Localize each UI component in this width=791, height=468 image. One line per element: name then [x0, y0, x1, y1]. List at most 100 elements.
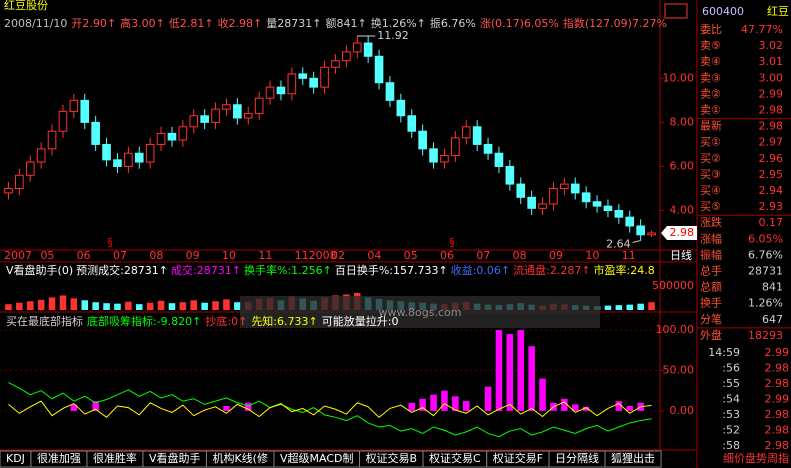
x-tick-label: 112008	[295, 249, 337, 262]
indicator-bar	[244, 402, 252, 411]
indicator-bar	[484, 386, 492, 411]
tab-label[interactable]: 机构K线(修	[212, 451, 268, 465]
x-tick-label: 11	[258, 249, 272, 262]
trade-price: 2.98	[765, 377, 790, 390]
quote-value: 2.98	[759, 104, 784, 117]
volume-bar	[168, 303, 176, 310]
candle-body	[472, 126, 482, 145]
quote-value: 2.98	[759, 120, 784, 133]
quote-label: 买②	[700, 152, 721, 165]
tab-label[interactable]: 很准胜率	[93, 451, 137, 465]
quote-label: 卖①	[700, 104, 721, 117]
tab-label[interactable]: 权证交易B	[365, 451, 417, 465]
y-tick-label: 500000	[652, 279, 694, 292]
candle-body	[451, 137, 460, 156]
candle-body	[25, 161, 35, 176]
legend-item: 量28731↑	[266, 17, 321, 30]
candle-body	[4, 188, 13, 194]
legend-item: 振6.76%	[430, 16, 476, 30]
legend-item: 涨(0.17)6.05%	[480, 17, 559, 30]
quote-label: 卖⑤	[700, 39, 721, 52]
candle-body	[538, 203, 547, 209]
y-tick-label: 100.00	[656, 323, 695, 336]
candle-body	[363, 42, 373, 57]
x-tick-label: 09	[186, 249, 200, 262]
candle-body	[189, 115, 199, 128]
indicator-bar	[528, 346, 535, 411]
stock-title: 红豆股份	[4, 0, 48, 12]
candle-body	[287, 73, 297, 95]
min-label: 2.64	[606, 238, 631, 251]
quote-value: 3.01	[759, 55, 784, 68]
y-tick-label: 8.00	[670, 115, 695, 128]
quote-value: 28731	[748, 265, 783, 278]
window-button[interactable]	[664, 3, 688, 19]
candle-body	[156, 132, 166, 145]
candle-body	[243, 113, 253, 119]
tab-label[interactable]: KDJ	[6, 452, 25, 465]
volume-bar	[5, 304, 12, 310]
quote-label: 委比	[700, 23, 722, 36]
tab-label[interactable]: 日分隔线	[555, 451, 599, 465]
trade-time: :55	[722, 377, 740, 390]
indicator-bar	[571, 404, 579, 411]
tab-label[interactable]: V超级MACD制	[280, 451, 354, 465]
watermark: www.8ogs.com	[379, 306, 462, 319]
legend-item: V看盘助手(0)	[6, 263, 73, 277]
candle-body	[36, 148, 46, 163]
trade-price: 2.99	[765, 393, 790, 406]
candle-body	[440, 154, 449, 163]
legend-item: 买在最底部指标	[6, 314, 83, 328]
indicator-bar	[561, 398, 568, 411]
watermark-box	[240, 296, 600, 328]
x-tick-label: 04	[367, 249, 381, 262]
volume-bar	[48, 297, 56, 310]
legend-item: 预测成交:28731↑	[76, 263, 168, 277]
quote-label: 涨幅	[700, 232, 722, 245]
trade-time: 14:59	[708, 346, 740, 359]
tab-label[interactable]: 很准加强	[37, 451, 81, 465]
legend-item: 低2.81↑	[169, 17, 214, 30]
candle-body	[483, 143, 493, 154]
legend-item: 底部吸筹指标:-9.820↑	[87, 314, 201, 328]
volume-bar	[114, 303, 121, 310]
trade-price: 2.99	[765, 346, 790, 359]
quote-label: 振幅	[700, 247, 722, 261]
legend-item: 市盈率:24.8	[594, 263, 655, 277]
tab-label[interactable]: 权证交易F	[493, 451, 543, 465]
quote-label: 买④	[700, 184, 721, 197]
y-tick-label: 6.00	[670, 159, 695, 172]
legend-item: 先知:6.733↑	[251, 314, 317, 328]
x-tick-label: 06	[440, 249, 454, 262]
indicator-bar	[419, 398, 426, 411]
tab-label[interactable]: 权证交易C	[429, 451, 481, 465]
tab[interactable]	[604, 450, 662, 468]
tab-label[interactable]: V看盘助手	[149, 451, 201, 465]
volume-bar	[37, 299, 45, 310]
indicator-bar	[223, 406, 230, 411]
volume-bar	[81, 300, 89, 310]
indicator-bar	[539, 378, 546, 411]
quote-label: 总手	[700, 264, 722, 278]
candle-body	[352, 42, 362, 53]
candle-body	[200, 115, 209, 123]
candle-body	[581, 192, 591, 203]
quote-value: 2.96	[759, 152, 784, 165]
legend-item: 收益:0.06↑	[451, 263, 510, 277]
quote-value: 3.02	[759, 39, 784, 52]
x-tick-label: 06	[77, 249, 91, 262]
quote-label: 买①	[700, 136, 721, 149]
x-tick-label: 07	[113, 249, 127, 262]
tab-label[interactable]: 狐狸出击	[611, 451, 655, 465]
candle-body	[69, 99, 79, 112]
quote-value: 1.26%	[748, 297, 783, 310]
tabs-right[interactable]: 细价盘势周指	[723, 451, 789, 465]
candle-body	[233, 104, 242, 119]
volume-bar	[604, 305, 612, 310]
candle-body	[254, 97, 264, 115]
x-tick-label: 10	[585, 249, 599, 262]
volume-bar	[190, 300, 198, 310]
quote-value: 2.95	[759, 168, 784, 181]
candle-body	[102, 143, 111, 161]
